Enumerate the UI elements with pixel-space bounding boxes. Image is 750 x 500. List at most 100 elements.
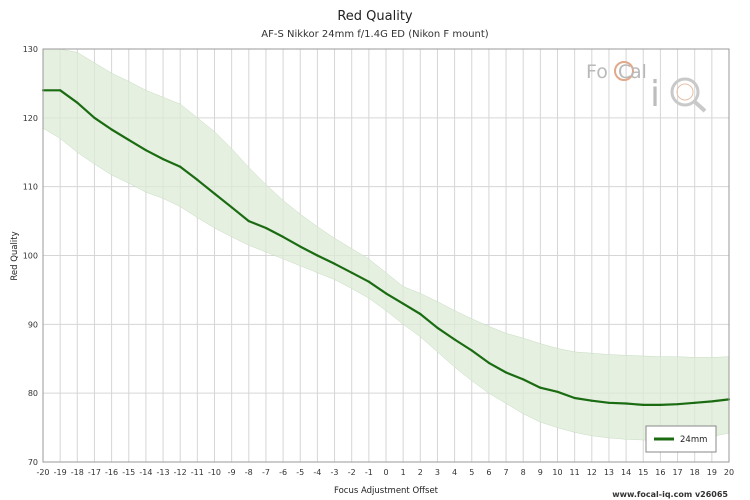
focal-iq-logo: Fo C al i — [586, 61, 707, 115]
chart-subtitle: AF-S Nikkor 24mm f/1.4G ED (Nikon F moun… — [261, 29, 489, 40]
y-tick-label: 110 — [23, 183, 38, 192]
x-tick-label: -13 — [157, 468, 170, 477]
x-tick-label: 17 — [672, 468, 682, 477]
y-tick-label: 130 — [23, 45, 38, 54]
x-tick-label: -4 — [313, 468, 321, 477]
y-tick-labels: 70 80 90 100 110 120 130 — [23, 45, 38, 467]
logo-ring — [614, 61, 634, 81]
x-tick-label: 5 — [469, 468, 474, 477]
data-point — [470, 349, 473, 352]
x-tick-label: -11 — [191, 468, 204, 477]
data-point — [402, 302, 405, 305]
x-tick-label: 0 — [383, 468, 388, 477]
x-tick-label: 8 — [521, 468, 526, 477]
data-point — [659, 403, 662, 406]
plot-frame — [42, 48, 730, 463]
x-tick-label: 16 — [655, 468, 665, 477]
x-tick-label: -17 — [88, 468, 101, 477]
x-tick-labels: -20 -19 -18 -17 -16 -15 -14 -13 -12 -11 -10 -9 -8 -7-… — [36, 468, 734, 477]
data-point — [110, 128, 113, 131]
legend-label: 24mm — [680, 435, 707, 445]
data-point — [161, 158, 165, 161]
x-tick-label: 18 — [690, 468, 700, 477]
x-tick-label: -18 — [71, 468, 84, 477]
x-tick-label: -9 — [228, 468, 236, 477]
logo-lettering: al — [630, 61, 647, 83]
x-tick-label: 15 — [638, 468, 648, 477]
x-tick-label: 19 — [707, 468, 717, 477]
logo-lettering: C — [618, 61, 631, 83]
x-tick-label: -15 — [122, 468, 135, 477]
x-tick-label: 9 — [538, 468, 543, 477]
data-point — [436, 326, 439, 329]
data-point — [676, 403, 679, 406]
x-tick-label: -8 — [245, 468, 253, 477]
y-tick-label: 120 — [23, 114, 38, 123]
x-tick-label: -1 — [365, 468, 373, 477]
y-tick-label: 70 — [28, 458, 38, 467]
data-point — [350, 271, 353, 274]
x-axis-label: Focus Adjustment Offset — [334, 486, 439, 496]
x-tick-label: 12 — [587, 468, 597, 477]
data-point — [179, 165, 182, 168]
y-tick-label: 90 — [28, 320, 38, 329]
x-tick-label: 3 — [435, 468, 440, 477]
x-tick-label: -16 — [105, 468, 118, 477]
data-point — [625, 402, 628, 405]
data-point — [607, 401, 611, 404]
legend: 24mm — [645, 425, 717, 453]
logo-lettering: i — [650, 74, 660, 115]
data-point — [196, 178, 199, 181]
x-tick-label: -20 — [36, 468, 49, 477]
data-point — [556, 390, 559, 393]
data-point — [282, 235, 285, 239]
x-tick-label: -7 — [262, 468, 270, 477]
x-tick-label: -14 — [139, 468, 152, 477]
magnifier-handle-icon — [693, 100, 707, 113]
x-tick-label: -5 — [296, 468, 304, 477]
x-tick-label: -2 — [348, 468, 356, 477]
x-tick-label: -6 — [279, 468, 287, 477]
data-point — [504, 371, 508, 374]
x-tick-label: 10 — [552, 468, 562, 477]
data-point — [333, 262, 336, 265]
data-point — [693, 401, 696, 404]
y-tick-label: 100 — [23, 252, 38, 261]
x-tick-label: 2 — [418, 468, 423, 477]
data-point — [127, 138, 130, 141]
x-tick-label: 20 — [724, 468, 734, 477]
data-point — [76, 101, 79, 104]
data-point — [230, 206, 233, 209]
data-point — [419, 312, 422, 316]
data-point — [367, 280, 370, 283]
y-axis-label: Red Quality — [10, 231, 20, 280]
x-tick-label: 7 — [504, 468, 509, 477]
x-tick-label: 11 — [570, 468, 580, 477]
x-tick-label: 6 — [486, 468, 491, 477]
data-point — [144, 149, 147, 152]
data-point — [487, 361, 490, 364]
data-point — [522, 378, 525, 381]
logo-lettering: Fo — [586, 61, 608, 83]
data-point — [710, 400, 713, 403]
x-tick-label: -10 — [208, 468, 221, 477]
data-point — [453, 338, 456, 341]
data-point — [573, 396, 576, 400]
data-point — [59, 89, 62, 92]
footer-credit: www.focal-iq.com v26065 — [612, 490, 728, 499]
x-tick-label: -19 — [54, 468, 67, 477]
data-point — [642, 403, 645, 406]
x-tick-label: 4 — [452, 468, 457, 477]
magnifier-lens-icon — [676, 83, 694, 101]
data-point — [384, 292, 388, 295]
data-point — [539, 386, 542, 389]
x-tick-label: 1 — [401, 468, 406, 477]
x-tick-label: -12 — [174, 468, 187, 477]
data-point — [316, 254, 319, 257]
x-tick-label: 14 — [621, 468, 631, 477]
data-point — [247, 219, 250, 223]
data-point — [299, 245, 302, 248]
data-point — [93, 116, 96, 119]
magnifier-icon — [670, 77, 700, 107]
